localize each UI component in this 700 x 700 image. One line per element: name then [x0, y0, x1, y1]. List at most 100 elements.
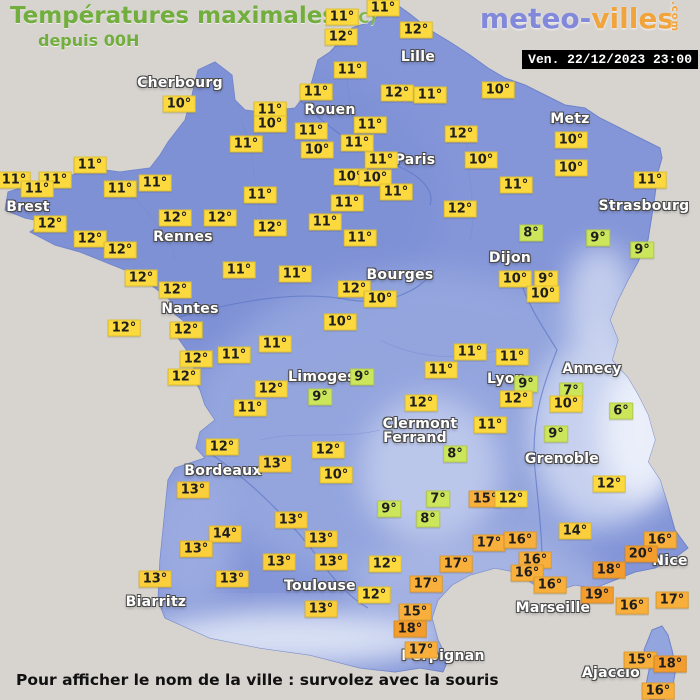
temp-badge[interactable]: 16° — [615, 597, 649, 615]
temp-badge[interactable]: 12° — [337, 280, 371, 298]
temp-badge[interactable]: 10° — [554, 159, 588, 177]
temp-badge[interactable]: 8° — [519, 224, 543, 242]
temp-badge[interactable]: 12° — [254, 380, 288, 398]
temp-badge[interactable]: 16° — [643, 531, 677, 549]
temp-badge[interactable]: 11° — [308, 213, 342, 231]
temp-badge[interactable]: 9° — [308, 388, 332, 406]
temp-badge[interactable]: 10° — [554, 131, 588, 149]
temp-badge[interactable]: 11° — [364, 151, 398, 169]
temp-badge[interactable]: 12° — [158, 281, 192, 299]
temp-badge[interactable]: 11° — [233, 399, 267, 417]
temp-badge[interactable]: 12° — [380, 84, 414, 102]
temp-badge[interactable]: 11° — [278, 265, 312, 283]
temp-badge[interactable]: 12° — [368, 555, 402, 573]
temp-badge[interactable]: 11° — [473, 416, 507, 434]
temp-badge[interactable]: 13° — [274, 511, 308, 529]
temp-badge[interactable]: 18° — [592, 561, 626, 579]
temp-badge[interactable]: 9° — [514, 375, 538, 393]
temp-badge[interactable]: 12° — [167, 368, 201, 386]
temp-badge[interactable]: 16° — [641, 682, 675, 700]
temp-badge[interactable]: 10° — [363, 290, 397, 308]
temp-badge[interactable]: 13° — [179, 540, 213, 558]
temp-badge[interactable]: 11° — [299, 83, 333, 101]
temp-badge[interactable]: 12° — [124, 269, 158, 287]
temp-badge[interactable]: 11° — [366, 0, 400, 17]
temp-badge[interactable]: 11° — [103, 180, 137, 198]
temp-badge[interactable]: 12° — [203, 209, 237, 227]
temp-badge[interactable]: 11° — [20, 180, 54, 198]
temp-badge[interactable]: 15° — [398, 603, 432, 621]
temp-badge[interactable]: 12° — [103, 241, 137, 259]
temp-badge[interactable]: 20° — [624, 545, 658, 563]
temp-badge[interactable]: 13° — [314, 553, 348, 571]
temp-badge[interactable]: 14° — [208, 525, 242, 543]
temp-badge[interactable]: 7° — [559, 382, 583, 400]
temp-badge[interactable]: 11° — [424, 361, 458, 379]
temp-badge[interactable]: 16° — [503, 531, 537, 549]
temp-badge[interactable]: 10° — [464, 151, 498, 169]
temp-badge[interactable]: 19° — [580, 586, 614, 604]
temp-badge[interactable]: 13° — [304, 530, 338, 548]
temp-badge[interactable]: 13° — [138, 570, 172, 588]
site-logo[interactable]: meteo-villes .com — [480, 1, 680, 35]
temp-badge[interactable]: 12° — [404, 394, 438, 412]
temp-badge[interactable]: 12° — [33, 215, 67, 233]
temp-badge[interactable]: 11° — [217, 346, 251, 364]
temp-badge[interactable]: 12° — [399, 21, 433, 39]
temp-badge[interactable]: 13° — [304, 600, 338, 618]
temp-badge[interactable]: 18° — [653, 655, 687, 673]
temp-badge[interactable]: 9° — [377, 500, 401, 518]
temp-badge[interactable]: 9° — [544, 425, 568, 443]
temp-badge[interactable]: 13° — [176, 481, 210, 499]
temp-badge[interactable]: 14° — [558, 522, 592, 540]
temp-badge[interactable]: 12° — [324, 28, 358, 46]
temp-badge[interactable]: 15° — [468, 490, 502, 508]
temp-badge[interactable]: 11° — [343, 229, 377, 247]
temp-badge[interactable]: 10° — [253, 115, 287, 133]
temp-badge[interactable]: 11° — [294, 122, 328, 140]
temp-badge[interactable]: 12° — [444, 125, 478, 143]
temp-badge[interactable]: 12° — [169, 321, 203, 339]
temp-badge[interactable]: 7° — [426, 490, 450, 508]
temp-badge[interactable]: 11° — [379, 183, 413, 201]
temp-badge[interactable]: 12° — [443, 200, 477, 218]
temp-badge[interactable]: 11° — [229, 135, 263, 153]
temp-badge[interactable]: 9° — [630, 241, 654, 259]
temp-badge[interactable]: 11° — [138, 174, 172, 192]
temp-badge[interactable]: 10° — [481, 81, 515, 99]
temp-badge[interactable]: 12° — [73, 230, 107, 248]
temp-badge[interactable]: 11° — [340, 134, 374, 152]
temp-badge[interactable]: 17° — [655, 591, 689, 609]
temp-badge[interactable]: 12° — [311, 441, 345, 459]
temp-badge[interactable]: 11° — [333, 61, 367, 79]
temp-badge[interactable]: 12° — [205, 438, 239, 456]
temp-badge[interactable]: 11° — [353, 116, 387, 134]
temp-badge[interactable]: 10° — [526, 285, 560, 303]
temp-badge[interactable]: 12° — [107, 319, 141, 337]
temp-badge[interactable]: 11° — [413, 86, 447, 104]
temp-badge[interactable]: 8° — [416, 510, 440, 528]
temp-badge[interactable]: 10° — [498, 270, 532, 288]
temp-badge[interactable]: 16° — [518, 551, 552, 569]
temp-badge[interactable]: 12° — [158, 209, 192, 227]
temp-badge[interactable]: 11° — [330, 194, 364, 212]
temp-badge[interactable]: 11° — [453, 343, 487, 361]
temp-badge[interactable]: 12° — [494, 490, 528, 508]
temp-badge[interactable]: 11° — [38, 171, 72, 189]
temp-badge[interactable]: 17° — [404, 641, 438, 659]
temp-badge[interactable]: 12° — [592, 475, 626, 493]
temp-badge[interactable]: 10° — [162, 95, 196, 113]
temp-badge[interactable]: 13° — [258, 455, 292, 473]
temp-badge[interactable]: 10° — [323, 313, 357, 331]
temp-badge[interactable]: 9° — [586, 229, 610, 247]
temp-badge[interactable]: 12° — [179, 350, 213, 368]
temp-badge[interactable]: 11° — [495, 348, 529, 366]
temp-badge[interactable]: 15° — [623, 651, 657, 669]
temp-badge[interactable]: 10° — [549, 395, 583, 413]
temp-badge[interactable]: 12° — [499, 390, 533, 408]
temp-badge[interactable]: 6° — [609, 402, 633, 420]
temp-badge[interactable]: 11° — [243, 186, 277, 204]
temp-badge[interactable]: 11° — [73, 156, 107, 174]
temp-badge[interactable]: 10° — [300, 141, 334, 159]
temp-badge[interactable]: 10° — [319, 466, 353, 484]
